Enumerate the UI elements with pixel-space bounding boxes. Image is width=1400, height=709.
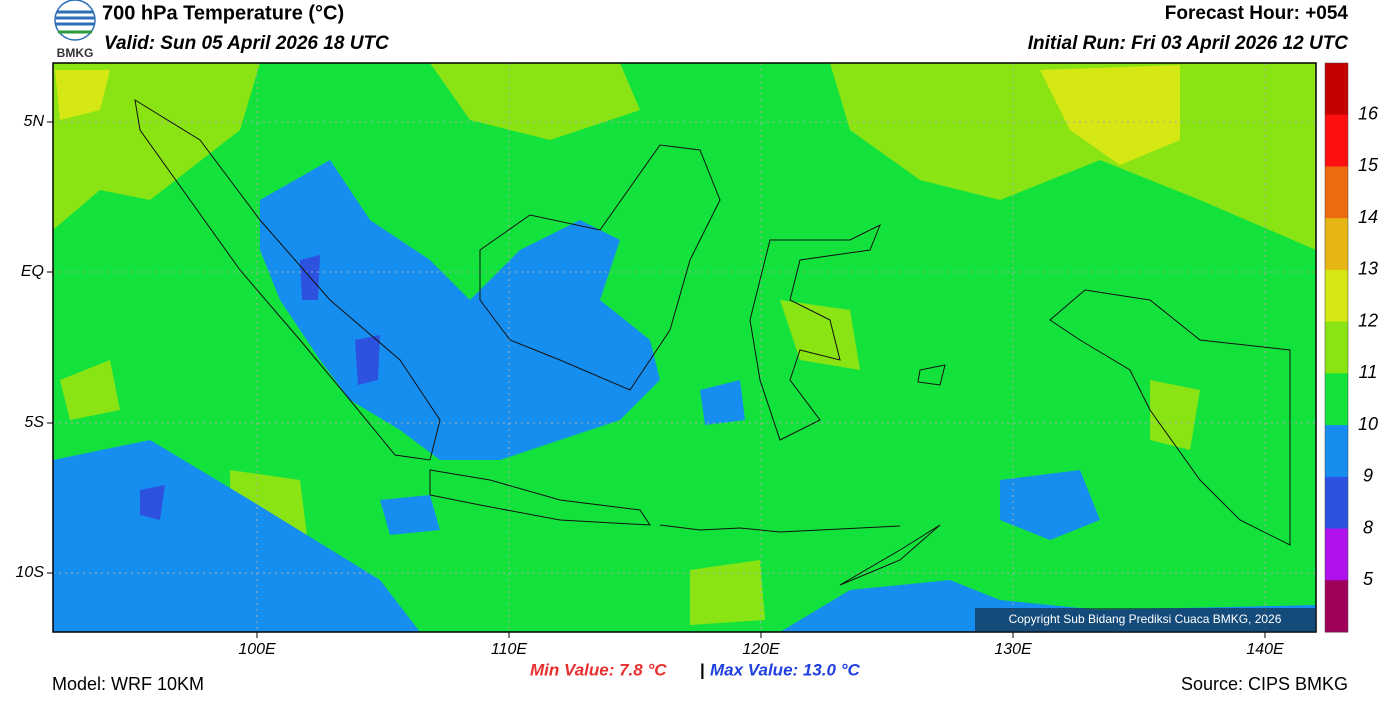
- colorbar-segment: [1325, 321, 1348, 374]
- colorbar-label: 16: [1358, 103, 1379, 123]
- forecast-hour: Forecast Hour: +054: [1165, 3, 1349, 24]
- colorbar-segment: [1325, 528, 1348, 581]
- lat-label: 10S: [16, 564, 45, 581]
- source: Source: CIPS BMKG: [1181, 674, 1348, 694]
- model: Model: WRF 10KM: [52, 674, 204, 694]
- colorbar-segment: [1325, 425, 1348, 478]
- colorbar-label: 12: [1358, 310, 1378, 330]
- logo-text: BMKG: [57, 46, 94, 60]
- colorbar-label: 8: [1363, 517, 1373, 537]
- lon-label: 130E: [994, 641, 1032, 658]
- colorbar-segment: [1325, 269, 1348, 323]
- graticule: [53, 63, 1316, 632]
- logo: BMKG: [54, 0, 96, 60]
- title: 700 hPa Temperature (°C): [102, 2, 344, 24]
- lon-label: 120E: [742, 641, 780, 658]
- valid-time: Valid: Sun 05 April 2026 18 UTC: [104, 33, 389, 54]
- initial-run: Initial Run: Fri 03 April 2026 12 UTC: [1028, 33, 1349, 54]
- coastlines: [134, 98, 1291, 586]
- lon-label: 100E: [238, 641, 276, 658]
- colorbar-segment: [1325, 63, 1348, 116]
- lat-label: 5S: [24, 414, 44, 431]
- colorbar-segment: [1325, 218, 1348, 271]
- colorbar-label: 10: [1358, 414, 1378, 434]
- colorbar-segment: [1325, 114, 1348, 167]
- colorbar-segment: [1325, 580, 1348, 633]
- copyright: Copyright Sub Bidang Prediksi Cuaca BMKG…: [1009, 612, 1282, 626]
- map-frame: [52, 62, 1317, 633]
- colorbar-label: 14: [1358, 207, 1378, 227]
- max-value: Max Value: 13.0 °C: [710, 660, 861, 679]
- temperature-field: [53, 63, 1316, 632]
- colorbar-segment: [1325, 373, 1348, 426]
- min-value: Min Value: 7.8 °C: [530, 660, 667, 679]
- colorbar-segment: [1325, 476, 1348, 530]
- colorbar-label: 11: [1359, 362, 1378, 382]
- colorbar-label: 5: [1363, 569, 1374, 589]
- lon-label: 110E: [491, 641, 528, 658]
- colorbar-label: 9: [1363, 466, 1373, 486]
- colorbar-frame: [1324, 62, 1349, 633]
- colorbar-label: 15: [1358, 155, 1379, 175]
- lat-label: 5N: [24, 113, 45, 130]
- colorbar-label: 13: [1358, 259, 1378, 279]
- lon-label: 140E: [1246, 641, 1284, 658]
- copyright-box: [975, 608, 1316, 632]
- lat-label: EQ: [21, 263, 44, 280]
- colorbar-segment: [1325, 166, 1348, 219]
- separator: |: [700, 660, 705, 679]
